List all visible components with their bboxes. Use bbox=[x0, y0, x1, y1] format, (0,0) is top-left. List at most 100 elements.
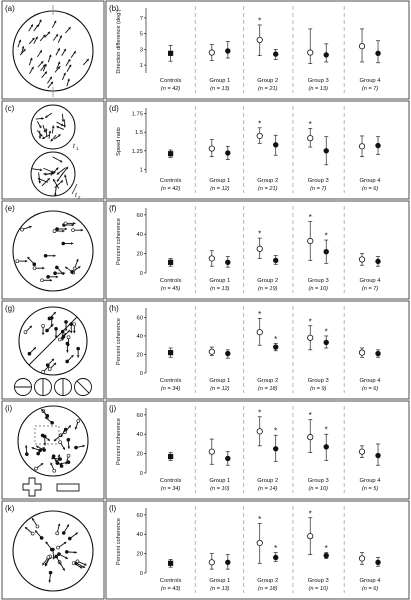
arrowhead bbox=[64, 328, 68, 331]
arrowhead bbox=[39, 168, 43, 172]
arrowhead bbox=[57, 454, 61, 457]
data-point-filled bbox=[225, 259, 231, 266]
motion-dot bbox=[59, 464, 64, 468]
arrowhead bbox=[61, 119, 65, 122]
t2-label: t bbox=[75, 192, 78, 199]
category-label: Group 4 bbox=[360, 178, 382, 184]
n-label: (n = 12) bbox=[210, 186, 230, 192]
arrowhead bbox=[43, 130, 47, 133]
arrowhead bbox=[61, 338, 65, 341]
motion-dot bbox=[60, 329, 65, 334]
arrowhead bbox=[77, 266, 81, 269]
arrowhead bbox=[41, 117, 44, 120]
significance-star: * bbox=[325, 426, 328, 435]
data-point-filled bbox=[273, 51, 279, 57]
motion-dot bbox=[54, 327, 58, 331]
arrowhead bbox=[82, 565, 86, 568]
y-tick-label: 20 bbox=[137, 552, 143, 558]
motion-dot bbox=[27, 351, 32, 356]
category-label: Group 1 bbox=[209, 578, 230, 584]
plot-frame bbox=[105, 500, 410, 600]
category-label: Group 1 bbox=[209, 178, 230, 184]
arrowhead bbox=[64, 174, 67, 178]
motion-dot bbox=[35, 524, 40, 529]
y-tick-label: 60 bbox=[137, 513, 143, 519]
arrowhead bbox=[53, 312, 56, 315]
category-label: Controls bbox=[160, 78, 182, 84]
motion-dot bbox=[48, 570, 53, 575]
y-tick-label: 20 bbox=[137, 452, 143, 458]
arrowhead bbox=[49, 278, 52, 282]
n-label: (n = 13) bbox=[210, 86, 230, 92]
n-label: (n = 14) bbox=[258, 486, 278, 492]
arrowhead bbox=[53, 179, 56, 182]
y-tick-label: 40 bbox=[137, 532, 143, 538]
motion-dot bbox=[30, 531, 35, 536]
arrowhead bbox=[49, 76, 52, 80]
category-label: Group 3 bbox=[308, 178, 329, 184]
y-tick-label: 0 bbox=[140, 271, 143, 277]
figure-row: (e) (f) Percent coherence 0 20 40 60 Controls (n… bbox=[1, 200, 410, 300]
arrowhead bbox=[71, 242, 74, 245]
y-tick-label: 0 bbox=[140, 471, 143, 477]
arrowhead bbox=[60, 180, 63, 183]
t1-subscript: 1 bbox=[76, 146, 79, 151]
arrowhead bbox=[55, 461, 58, 465]
arrowhead bbox=[27, 256, 30, 260]
arrowhead bbox=[18, 39, 22, 43]
arrowhead bbox=[44, 128, 48, 131]
arrowhead bbox=[56, 179, 60, 182]
arrowhead bbox=[36, 445, 39, 449]
t2-subscript: 2 bbox=[78, 195, 81, 200]
arrowhead bbox=[65, 461, 68, 465]
t2-pointer bbox=[71, 183, 78, 195]
data-point-filled bbox=[273, 344, 279, 350]
arrowhead bbox=[39, 50, 42, 53]
motion-dot bbox=[51, 454, 56, 459]
arrowhead bbox=[25, 259, 28, 263]
motion-dot bbox=[46, 555, 51, 560]
arrowhead bbox=[53, 254, 56, 258]
motion-dot bbox=[65, 359, 69, 364]
n-label: (n = 9) bbox=[310, 386, 326, 392]
motion-dot bbox=[40, 433, 45, 438]
n-label: (n = 43) bbox=[161, 586, 181, 592]
panel-label: (l) bbox=[109, 504, 116, 513]
y-tick-label: 1 bbox=[140, 167, 143, 173]
arrowhead bbox=[25, 527, 28, 530]
y-tick-label: 40 bbox=[137, 432, 143, 438]
category-label: Group 4 bbox=[360, 278, 382, 284]
n-label: (n = 6) bbox=[362, 186, 378, 192]
y-tick-label: 60 bbox=[137, 315, 143, 321]
arrowhead bbox=[41, 332, 45, 335]
y-axis-label: Percent coherence bbox=[116, 218, 122, 265]
arrowhead bbox=[56, 125, 60, 129]
arrowhead bbox=[68, 27, 71, 30]
arrowhead bbox=[21, 46, 25, 49]
category-label: Group 2 bbox=[257, 78, 278, 84]
data-point-open bbox=[256, 245, 263, 252]
n-label: (n = 6) bbox=[362, 386, 378, 392]
arrowhead bbox=[53, 193, 57, 196]
aperture-circle bbox=[12, 210, 94, 292]
arrowhead bbox=[39, 133, 43, 137]
significance-star: * bbox=[258, 230, 261, 239]
category-label: Group 3 bbox=[308, 478, 329, 484]
y-tick-label: 20 bbox=[137, 352, 143, 358]
arrowhead bbox=[41, 447, 45, 450]
motion-dot bbox=[41, 370, 45, 374]
arrowhead bbox=[55, 275, 59, 279]
arrowhead bbox=[47, 31, 50, 35]
category-label: Group 3 bbox=[308, 278, 329, 284]
motion-dot bbox=[51, 547, 55, 552]
category-label: Group 4 bbox=[360, 378, 382, 384]
data-point-filled bbox=[323, 52, 329, 58]
data-point-square bbox=[168, 259, 174, 265]
arrowhead bbox=[63, 72, 66, 76]
motion-dot bbox=[75, 559, 80, 564]
n-label: (n = 21) bbox=[258, 186, 278, 192]
significance-star: * bbox=[309, 213, 312, 222]
arrowhead bbox=[51, 125, 55, 128]
motion-dot bbox=[25, 452, 29, 456]
data-point-filled bbox=[323, 339, 329, 346]
